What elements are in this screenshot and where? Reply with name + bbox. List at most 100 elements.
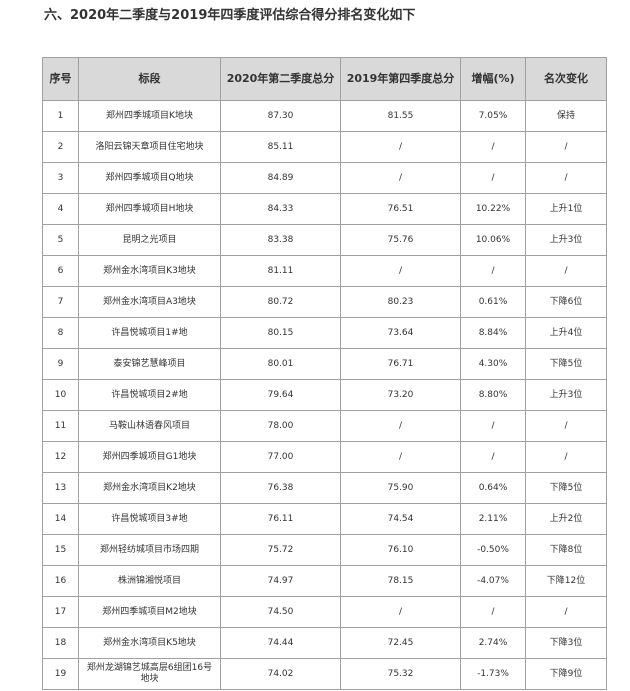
table-cell: 下降6位	[525, 286, 607, 318]
table-row: 13 郑州金水湾项目K2地块 76.38 75.90 0.64% 下降5位	[42, 472, 607, 504]
table-row: 12 郑州四季城项目G1地块 77.00// /	[42, 441, 607, 473]
table-cell: 75.72	[220, 534, 341, 566]
table-cell: 许昌悦城项目2#地	[78, 379, 221, 411]
table-cell: 74.02	[220, 658, 341, 690]
table-cell: 75.76	[340, 224, 461, 256]
table-cell: 郑州四季城项目Q地块	[78, 162, 221, 194]
table-cell: /	[525, 162, 607, 194]
table-cell: 73.64	[340, 317, 461, 349]
table-cell: 下降12位	[525, 565, 607, 597]
table-cell: 83.38	[220, 224, 341, 256]
column-header: 2019年第四季度总分	[340, 57, 461, 101]
table-cell: 18	[42, 627, 79, 659]
table-cell: 15	[42, 534, 79, 566]
table-cell: 11	[42, 410, 79, 442]
table-cell: 下降5位	[525, 348, 607, 380]
table-cell: 78.15	[340, 565, 461, 597]
table-cell: /	[340, 255, 461, 287]
table-cell: 株洲锦湘悦项目	[78, 565, 221, 597]
table-cell: 上升1位	[525, 193, 607, 225]
table-cell: 76.71	[340, 348, 461, 380]
table-cell: 郑州金水湾项目K3地块	[78, 255, 221, 287]
table-cell: 下降8位	[525, 534, 607, 566]
table-row: 18 郑州金水湾项目K5地块 74.44 72.45 2.74% 下降3位	[42, 627, 607, 659]
table-cell: /	[460, 255, 526, 287]
table-cell: 8.84%	[460, 317, 526, 349]
table-cell: 7.05%	[460, 100, 526, 132]
table-cell: 下降5位	[525, 472, 607, 504]
table-row: 6 郑州金水湾项目K3地块 81.11// /	[42, 255, 607, 287]
table-row: 7 郑州金水湾项目A3地块 80.72 80.23 0.61% 下降6位	[42, 286, 607, 318]
table-cell: /	[525, 410, 607, 442]
table-cell: /	[460, 410, 526, 442]
table-cell: 79.64	[220, 379, 341, 411]
table-body: 1 郑州四季城项目K地块 87.30 81.55 7.05% 保持 2 洛阳云锦天章项目住宅地…	[42, 100, 607, 690]
table-cell: 80.15	[220, 317, 341, 349]
table-cell: 10	[42, 379, 79, 411]
table-cell: 上升3位	[525, 379, 607, 411]
table-cell: 78.00	[220, 410, 341, 442]
table-cell: 76.10	[340, 534, 461, 566]
table-cell: 75.32	[340, 658, 461, 690]
table-cell: 13	[42, 472, 79, 504]
table-cell: 1	[42, 100, 79, 132]
table-row: 14 许昌悦城项目3#地 76.11 74.54 2.11% 上升2位	[42, 503, 607, 535]
table-cell: 17	[42, 596, 79, 628]
table-cell: 4	[42, 193, 79, 225]
table-cell: /	[340, 162, 461, 194]
table-row: 2 洛阳云锦天章项目住宅地块 85.11// /	[42, 131, 607, 163]
table-cell: 泰安锦艺慧峰项目	[78, 348, 221, 380]
table-cell: 73.20	[340, 379, 461, 411]
table-cell: /	[525, 131, 607, 163]
table-row: 16 株洲锦湘悦项目 74.97 78.15 -4.07% 下降12位	[42, 565, 607, 597]
table-cell: 郑州四季城项目G1地块	[78, 441, 221, 473]
column-header: 增幅(%)	[460, 57, 526, 101]
column-header: 名次变化	[525, 57, 607, 101]
table-cell: 2.11%	[460, 503, 526, 535]
table-cell: /	[340, 596, 461, 628]
table-cell: /	[460, 596, 526, 628]
table-cell: 12	[42, 441, 79, 473]
table-cell: 74.44	[220, 627, 341, 659]
table-cell: 81.11	[220, 255, 341, 287]
table-cell: -0.50%	[460, 534, 526, 566]
table-cell: 保持	[525, 100, 607, 132]
column-header: 序号	[42, 57, 79, 101]
table-cell: /	[460, 441, 526, 473]
table-cell: /	[460, 131, 526, 163]
table-cell: 许昌悦城项目3#地	[78, 503, 221, 535]
table-row: 8 许昌悦城项目1#地 80.15 73.64 8.84% 上升4位	[42, 317, 607, 349]
score-table: 序号 标段 2020年第二季度总分 2019年第四季度总分 增幅(%) 名次变化 1 郑州四…	[42, 57, 607, 690]
table-cell: 84.33	[220, 193, 341, 225]
table-cell: 郑州四季城项目H地块	[78, 193, 221, 225]
table-cell: 74.97	[220, 565, 341, 597]
table-cell: 77.00	[220, 441, 341, 473]
table-cell: 洛阳云锦天章项目住宅地块	[78, 131, 221, 163]
table-cell: 87.30	[220, 100, 341, 132]
table-cell: 郑州四季城项目M2地块	[78, 596, 221, 628]
table-cell: 10.22%	[460, 193, 526, 225]
table-cell: -4.07%	[460, 565, 526, 597]
table-cell: 76.51	[340, 193, 461, 225]
table-cell: /	[525, 596, 607, 628]
table-row: 19 郑州龙湖锦艺城高层6组团16号地块 74.02 75.32 -1.73% 下降9位	[42, 658, 607, 690]
table-cell: 80.72	[220, 286, 341, 318]
table-row: 17 郑州四季城项目M2地块 74.50// /	[42, 596, 607, 628]
table-cell: 郑州金水湾项目K5地块	[78, 627, 221, 659]
table-cell: 80.01	[220, 348, 341, 380]
table-cell: 80.23	[340, 286, 461, 318]
table-cell: 2.74%	[460, 627, 526, 659]
table-cell: 84.89	[220, 162, 341, 194]
table-cell: 昆明之光项目	[78, 224, 221, 256]
table-row: 5 昆明之光项目 83.38 75.76 10.06% 上升3位	[42, 224, 607, 256]
table-cell: 下降9位	[525, 658, 607, 690]
table-cell: /	[340, 410, 461, 442]
table-cell: 7	[42, 286, 79, 318]
table-cell: 2	[42, 131, 79, 163]
table-cell: 郑州龙湖锦艺城高层6组团16号地块	[78, 658, 221, 690]
table-cell: 0.64%	[460, 472, 526, 504]
table-cell: 上升2位	[525, 503, 607, 535]
table-cell: -1.73%	[460, 658, 526, 690]
table-cell: 3	[42, 162, 79, 194]
